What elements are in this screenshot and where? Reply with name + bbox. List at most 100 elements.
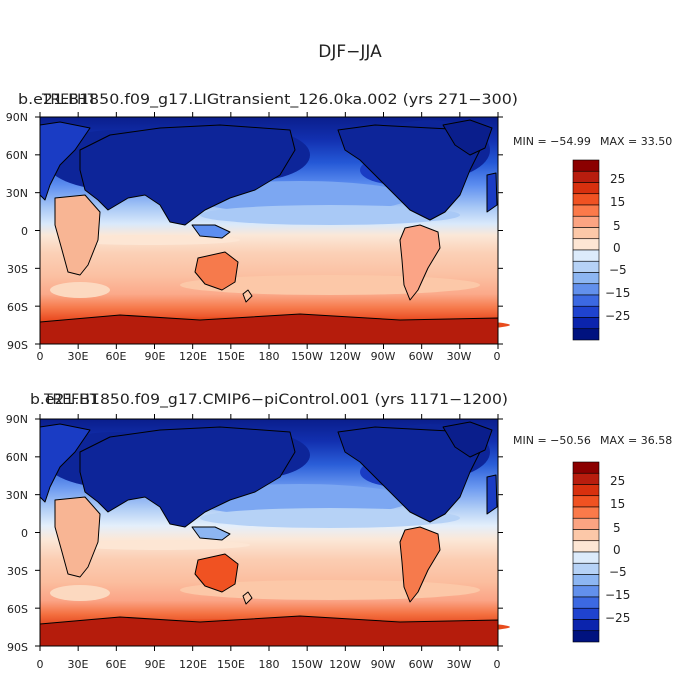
colorbar-swatch — [572, 529, 600, 542]
colorbar-swatch — [572, 551, 600, 564]
svg-text:25: 25 — [610, 474, 625, 488]
colorbar-swatch — [572, 619, 600, 632]
colorbar-swatch — [572, 170, 600, 183]
svg-text:−25: −25 — [605, 309, 630, 323]
svg-text:60N: 60N — [6, 451, 28, 464]
svg-text:30E: 30E — [68, 350, 89, 363]
svg-text:60E: 60E — [106, 350, 127, 363]
svg-text:30E: 30E — [68, 658, 89, 671]
svg-text:180: 180 — [259, 658, 280, 671]
svg-text:90W: 90W — [371, 658, 396, 671]
panel-2-colorbar — [572, 461, 600, 643]
colorbar-swatch — [572, 540, 600, 553]
colorbar-swatch — [572, 249, 600, 262]
panel-2-lat-ticks: 90N 60N 30N 0 30S 60S 90S — [6, 413, 28, 654]
panel-1-colorbar — [572, 159, 600, 341]
svg-text:150W: 150W — [291, 350, 323, 363]
colorbar-swatch — [572, 193, 600, 206]
svg-text:30S: 30S — [7, 263, 28, 276]
svg-text:15: 15 — [610, 195, 625, 209]
colorbar-swatch — [572, 215, 600, 228]
svg-text:0: 0 — [494, 658, 501, 671]
panel-1-min-label: MIN = −54.99 — [513, 135, 591, 148]
svg-text:0: 0 — [613, 543, 621, 557]
colorbar-swatch — [572, 272, 600, 285]
svg-text:90E: 90E — [145, 350, 166, 363]
panel-1-case-label: b.e21.B1850.f09_g17.LIGtransient_126.0ka… — [18, 92, 518, 108]
svg-text:30W: 30W — [447, 350, 472, 363]
panel-2: TREFHT b.e21.B1850.f09_g17.CMIP6−piContr… — [6, 392, 673, 671]
svg-text:60S: 60S — [7, 603, 28, 616]
colorbar-swatch — [572, 461, 600, 474]
colorbar-swatch — [572, 294, 600, 307]
panel-2-min-label: MIN = −50.56 — [513, 434, 591, 447]
panel-2-max-label: MAX = 36.58 — [600, 434, 672, 447]
panel-1-lon-ticks: 0 30E 60E 90E 120E 150E 180 150W 120W 90… — [37, 350, 501, 363]
svg-text:−5: −5 — [609, 263, 627, 277]
svg-text:15: 15 — [610, 497, 625, 511]
colorbar-swatch — [572, 506, 600, 519]
svg-text:90N: 90N — [6, 413, 28, 426]
panel-1-landmasses — [39, 119, 499, 345]
svg-text:60S: 60S — [7, 301, 28, 314]
colorbar-swatch — [572, 574, 600, 587]
panel-2-lon-ticks: 0 30E 60E 90E 120E 150E 180 150W 120W 90… — [37, 658, 501, 671]
panel-1-max-label: MAX = 33.50 — [600, 135, 672, 148]
svg-text:0: 0 — [494, 350, 501, 363]
colorbar-swatch — [572, 562, 600, 575]
svg-text:60W: 60W — [409, 658, 434, 671]
svg-text:150E: 150E — [217, 350, 245, 363]
colorbar-swatch — [572, 238, 600, 251]
svg-text:0: 0 — [21, 225, 28, 238]
panel-1-colorbar-labels: 25 15 5 0 −5 −15 −25 — [605, 172, 630, 323]
colorbar-swatch — [572, 517, 600, 530]
svg-text:120W: 120W — [329, 658, 361, 671]
svg-text:0: 0 — [37, 658, 44, 671]
figure-title: DJF−JJA — [318, 42, 382, 62]
colorbar-swatch — [572, 495, 600, 508]
colorbar-swatch — [572, 484, 600, 497]
svg-text:180: 180 — [259, 350, 280, 363]
svg-text:30W: 30W — [447, 658, 472, 671]
panel-2-landmasses — [39, 421, 499, 647]
svg-text:90S: 90S — [7, 339, 28, 352]
svg-text:60N: 60N — [6, 149, 28, 162]
svg-text:90S: 90S — [7, 641, 28, 654]
svg-text:0: 0 — [21, 527, 28, 540]
svg-text:−25: −25 — [605, 611, 630, 625]
colorbar-swatch — [572, 182, 600, 195]
svg-text:120E: 120E — [179, 350, 207, 363]
svg-text:0: 0 — [37, 350, 44, 363]
svg-text:90W: 90W — [371, 350, 396, 363]
svg-text:−15: −15 — [605, 286, 630, 300]
svg-text:0: 0 — [613, 241, 621, 255]
colorbar-swatch — [572, 227, 600, 240]
colorbar-swatch — [572, 204, 600, 217]
svg-text:−15: −15 — [605, 588, 630, 602]
svg-text:30N: 30N — [6, 187, 28, 200]
panel-2-overlap-label: TREFHT — [43, 392, 99, 408]
svg-text:90E: 90E — [145, 658, 166, 671]
panel-1: TREFHT b.e21.B1850.f09_g17.LIGtransient_… — [6, 92, 673, 363]
svg-text:60W: 60W — [409, 350, 434, 363]
svg-text:5: 5 — [613, 219, 621, 233]
svg-text:120E: 120E — [179, 658, 207, 671]
svg-text:150W: 150W — [291, 658, 323, 671]
colorbar-swatch — [572, 317, 600, 330]
panel-1-lat-ticks: 90N 60N 30N 0 30S 60S 90S — [6, 111, 28, 352]
svg-text:60E: 60E — [106, 658, 127, 671]
svg-text:30N: 30N — [6, 489, 28, 502]
colorbar-swatch — [572, 328, 600, 341]
svg-text:−5: −5 — [609, 565, 627, 579]
colorbar-swatch — [572, 585, 600, 598]
svg-text:30S: 30S — [7, 565, 28, 578]
svg-text:120W: 120W — [329, 350, 361, 363]
colorbar-swatch — [572, 305, 600, 318]
svg-text:90N: 90N — [6, 111, 28, 124]
colorbar-swatch — [572, 472, 600, 485]
svg-text:150E: 150E — [217, 658, 245, 671]
panel-1-overlap-label: TREFHT — [41, 92, 97, 108]
panel-2-case-label: b.e21.B1850.f09_g17.CMIP6−piControl.001 … — [30, 392, 508, 408]
colorbar-swatch — [572, 607, 600, 620]
